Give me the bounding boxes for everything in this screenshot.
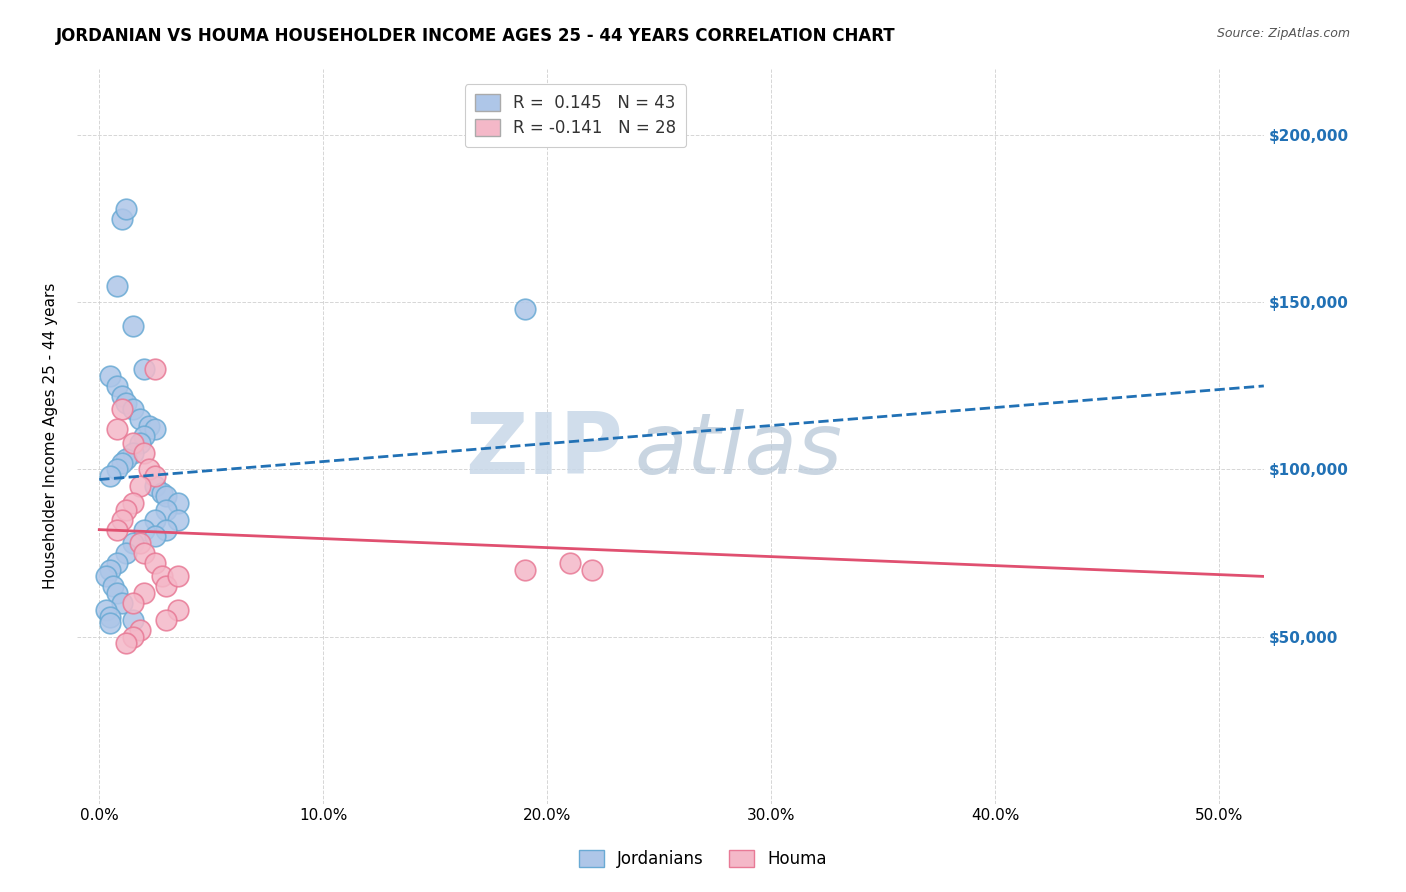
- Point: [138, 462, 160, 476]
- Point: [121, 435, 143, 450]
- Point: [115, 452, 138, 467]
- Point: [111, 402, 134, 417]
- Point: [155, 579, 177, 593]
- Point: [132, 586, 155, 600]
- Point: [150, 486, 173, 500]
- Point: [105, 379, 128, 393]
- Point: [513, 302, 536, 317]
- Text: JORDANIAN VS HOUMA HOUSEHOLDER INCOME AGES 25 - 44 YEARS CORRELATION CHART: JORDANIAN VS HOUMA HOUSEHOLDER INCOME AG…: [56, 27, 896, 45]
- Point: [105, 523, 128, 537]
- Point: [132, 446, 155, 460]
- Point: [155, 489, 177, 503]
- Point: [143, 362, 166, 376]
- Point: [111, 513, 134, 527]
- Point: [166, 496, 188, 510]
- Point: [121, 613, 143, 627]
- Point: [143, 529, 166, 543]
- Point: [121, 402, 143, 417]
- Point: [100, 563, 122, 577]
- Point: [155, 523, 177, 537]
- Point: [132, 546, 155, 560]
- Point: [101, 579, 124, 593]
- Point: [121, 446, 143, 460]
- Point: [138, 419, 160, 434]
- Point: [100, 368, 122, 383]
- Point: [105, 422, 128, 436]
- Point: [513, 563, 536, 577]
- Point: [558, 556, 581, 570]
- Text: ZIP: ZIP: [465, 409, 623, 492]
- Point: [128, 412, 150, 426]
- Point: [166, 603, 188, 617]
- Text: atlas: atlas: [634, 409, 842, 492]
- Text: Source: ZipAtlas.com: Source: ZipAtlas.com: [1216, 27, 1350, 40]
- Point: [143, 479, 166, 493]
- Point: [105, 462, 128, 476]
- Point: [100, 469, 122, 483]
- Point: [100, 609, 122, 624]
- Point: [132, 429, 155, 443]
- Point: [128, 623, 150, 637]
- Point: [121, 536, 143, 550]
- Point: [128, 536, 150, 550]
- Y-axis label: Householder Income Ages 25 - 44 years: Householder Income Ages 25 - 44 years: [44, 283, 58, 590]
- Point: [128, 435, 150, 450]
- Point: [111, 389, 134, 403]
- Point: [105, 586, 128, 600]
- Point: [94, 569, 117, 583]
- Point: [111, 456, 134, 470]
- Point: [166, 569, 188, 583]
- Legend: R =  0.145   N = 43, R = -0.141   N = 28: R = 0.145 N = 43, R = -0.141 N = 28: [464, 84, 686, 147]
- Point: [115, 395, 138, 409]
- Point: [132, 362, 155, 376]
- Point: [111, 596, 134, 610]
- Point: [143, 469, 166, 483]
- Point: [143, 513, 166, 527]
- Point: [100, 616, 122, 631]
- Point: [121, 630, 143, 644]
- Point: [166, 513, 188, 527]
- Point: [111, 211, 134, 226]
- Point: [115, 502, 138, 516]
- Point: [121, 318, 143, 333]
- Point: [155, 613, 177, 627]
- Point: [115, 202, 138, 216]
- Point: [128, 479, 150, 493]
- Point: [115, 546, 138, 560]
- Point: [150, 569, 173, 583]
- Point: [121, 596, 143, 610]
- Point: [132, 523, 155, 537]
- Point: [94, 603, 117, 617]
- Point: [121, 496, 143, 510]
- Legend: Jordanians, Houma: Jordanians, Houma: [572, 843, 834, 875]
- Point: [155, 502, 177, 516]
- Point: [105, 556, 128, 570]
- Point: [143, 556, 166, 570]
- Point: [105, 278, 128, 293]
- Point: [581, 563, 603, 577]
- Point: [115, 636, 138, 650]
- Point: [143, 422, 166, 436]
